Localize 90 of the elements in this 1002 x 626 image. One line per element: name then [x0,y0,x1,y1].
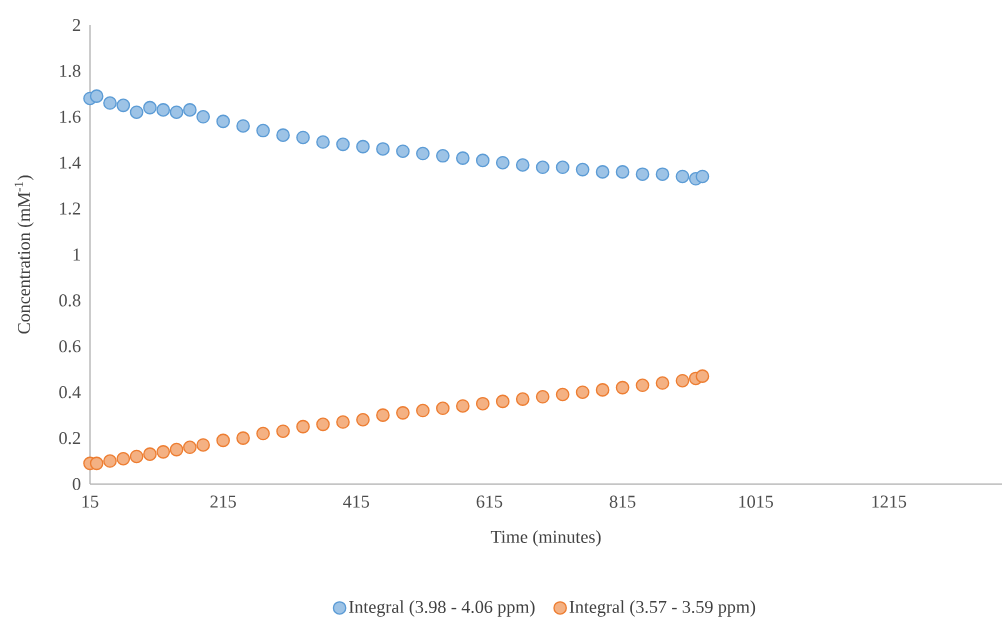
point [156,103,171,117]
point [416,146,430,161]
point [416,403,430,418]
point [103,454,117,468]
point [256,426,270,441]
point [635,167,650,181]
point [655,376,670,390]
y-tick-label: 0.8 [59,294,81,307]
point [376,142,390,156]
point [436,149,450,163]
point [455,151,470,165]
point [89,89,104,103]
point [216,114,230,129]
point [116,98,131,113]
point [156,445,171,459]
point [615,380,630,395]
point [675,373,690,388]
point [575,385,590,399]
point [655,167,670,181]
point [356,139,370,154]
y-tick-label: 0.6 [59,340,81,353]
point [555,387,570,402]
x-tick-label: 615 [476,495,503,508]
point [475,153,490,168]
point [555,160,570,175]
point [675,169,690,184]
point [116,451,131,466]
point [143,447,157,461]
x-tick-label: 215 [210,495,236,508]
point [595,383,610,397]
point [89,456,104,471]
point [635,378,650,393]
x-axis-title: Time (minutes) [490,530,601,547]
y-tick-label: 1 [73,248,80,261]
point [143,100,157,115]
y-tick-label: 1.6 [60,110,81,123]
x-tick-label: 15 [82,495,99,508]
point [103,96,117,110]
point [455,399,470,413]
point [695,369,710,383]
point [256,123,270,138]
point [216,433,230,448]
point [535,160,550,175]
point [376,408,390,422]
point [396,406,410,420]
point [296,130,310,145]
y-tick-label: 2 [72,19,81,31]
point [475,396,490,411]
legend-label: Integral (3.98 - 4.06 ppm) [349,600,535,617]
point [356,412,370,427]
point [495,394,510,409]
point [276,424,290,439]
point [695,169,710,184]
point [129,449,144,464]
y-tick-label: 0.2 [59,431,81,445]
point [169,105,184,120]
point [515,158,530,172]
point [595,165,610,179]
y-tick-label: 1.8 [60,64,81,78]
point [196,438,210,452]
x-tick-label: 1215 [872,495,907,508]
point [575,162,590,177]
x-tick-label: 815 [609,495,636,508]
point [183,103,197,117]
point [535,389,550,404]
y-tick-label: 1.4 [60,156,81,169]
point [169,442,184,457]
point [336,415,350,429]
point [515,392,530,406]
point [129,105,144,120]
point [615,165,630,179]
point [276,128,290,142]
x-tick-label: 1015 [739,495,773,508]
point [236,119,250,133]
point [436,401,450,416]
y-tick-label: 1.2 [60,202,81,215]
y-tick-label: 0.4 [59,386,81,399]
point [296,419,310,434]
point [236,431,250,445]
x-tick-label: 415 [343,495,370,508]
point [495,155,510,170]
y-axis-title: Concentration (mM$^{-1}$) [14,175,34,334]
point [183,440,197,455]
point [336,137,350,152]
y-tick-label: 0 [72,477,81,491]
point [196,110,210,124]
point [396,144,410,159]
point [316,417,330,432]
legend-label: Integral (3.57 - 3.59 ppm) [569,600,756,617]
point [316,135,330,149]
